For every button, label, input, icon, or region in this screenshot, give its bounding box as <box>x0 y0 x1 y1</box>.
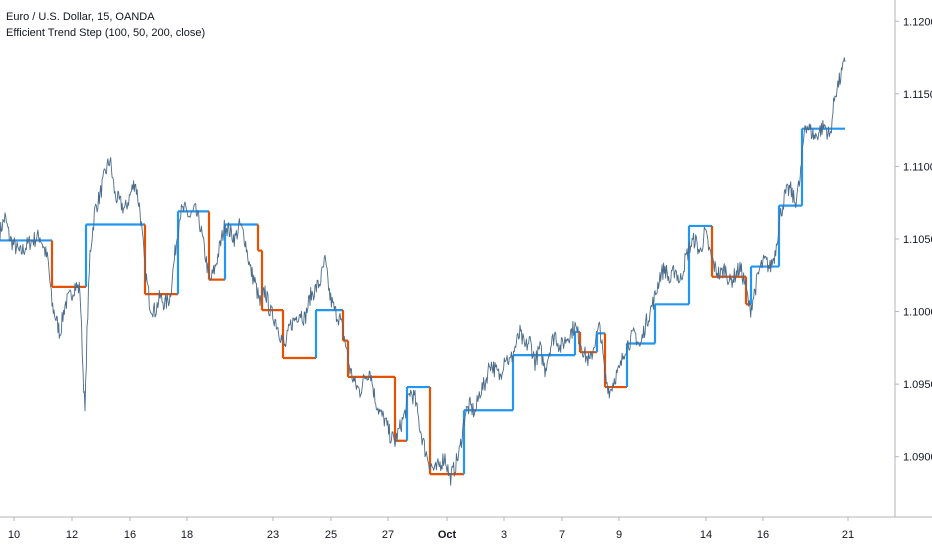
y-tick-label: 1.10500 <box>903 234 932 246</box>
x-tick-label: 3 <box>501 529 507 541</box>
x-axis-ticks: 10 12 16 18 23 25 27 Oct 3 7 9 14 16 21 <box>8 517 854 541</box>
y-axis-ticks: 1.09000 1.09500 1.10000 1.10500 1.11000 1.115… <box>895 16 932 464</box>
y-tick-label: 1.09500 <box>903 379 932 391</box>
x-tick-label: 9 <box>616 529 622 541</box>
x-tick-label: 14 <box>700 529 712 541</box>
price-series <box>0 57 846 486</box>
x-tick-label: 23 <box>267 529 279 541</box>
x-tick-label: 12 <box>66 529 78 541</box>
x-tick-label: 10 <box>8 529 20 541</box>
chart-legend: Euro / U.S. Dollar, 15, OANDA Efficient … <box>6 9 205 41</box>
price-line <box>0 57 846 486</box>
y-tick-label: 1.12000 <box>903 16 932 28</box>
x-tick-label: 7 <box>559 529 565 541</box>
indicator-title[interactable]: Efficient Trend Step (100, 50, 200, clos… <box>6 27 206 39</box>
x-tick-label: 16 <box>757 529 769 541</box>
axes <box>0 0 932 518</box>
x-tick-label: 27 <box>382 529 394 541</box>
y-tick-label: 1.09000 <box>903 452 932 464</box>
y-tick-label: 1.11000 <box>903 161 932 173</box>
y-tick-label: 1.11500 <box>903 89 932 101</box>
x-tick-label: 21 <box>842 529 854 541</box>
x-tick-label: 16 <box>124 529 136 541</box>
x-tick-label: 25 <box>325 529 337 541</box>
x-tick-label: Oct <box>438 529 457 541</box>
trend-step-line <box>0 127 845 476</box>
y-tick-label: 1.10000 <box>903 307 932 319</box>
x-tick-label: 18 <box>181 529 193 541</box>
symbol-title[interactable]: Euro / U.S. Dollar, 15, OANDA <box>6 11 155 23</box>
